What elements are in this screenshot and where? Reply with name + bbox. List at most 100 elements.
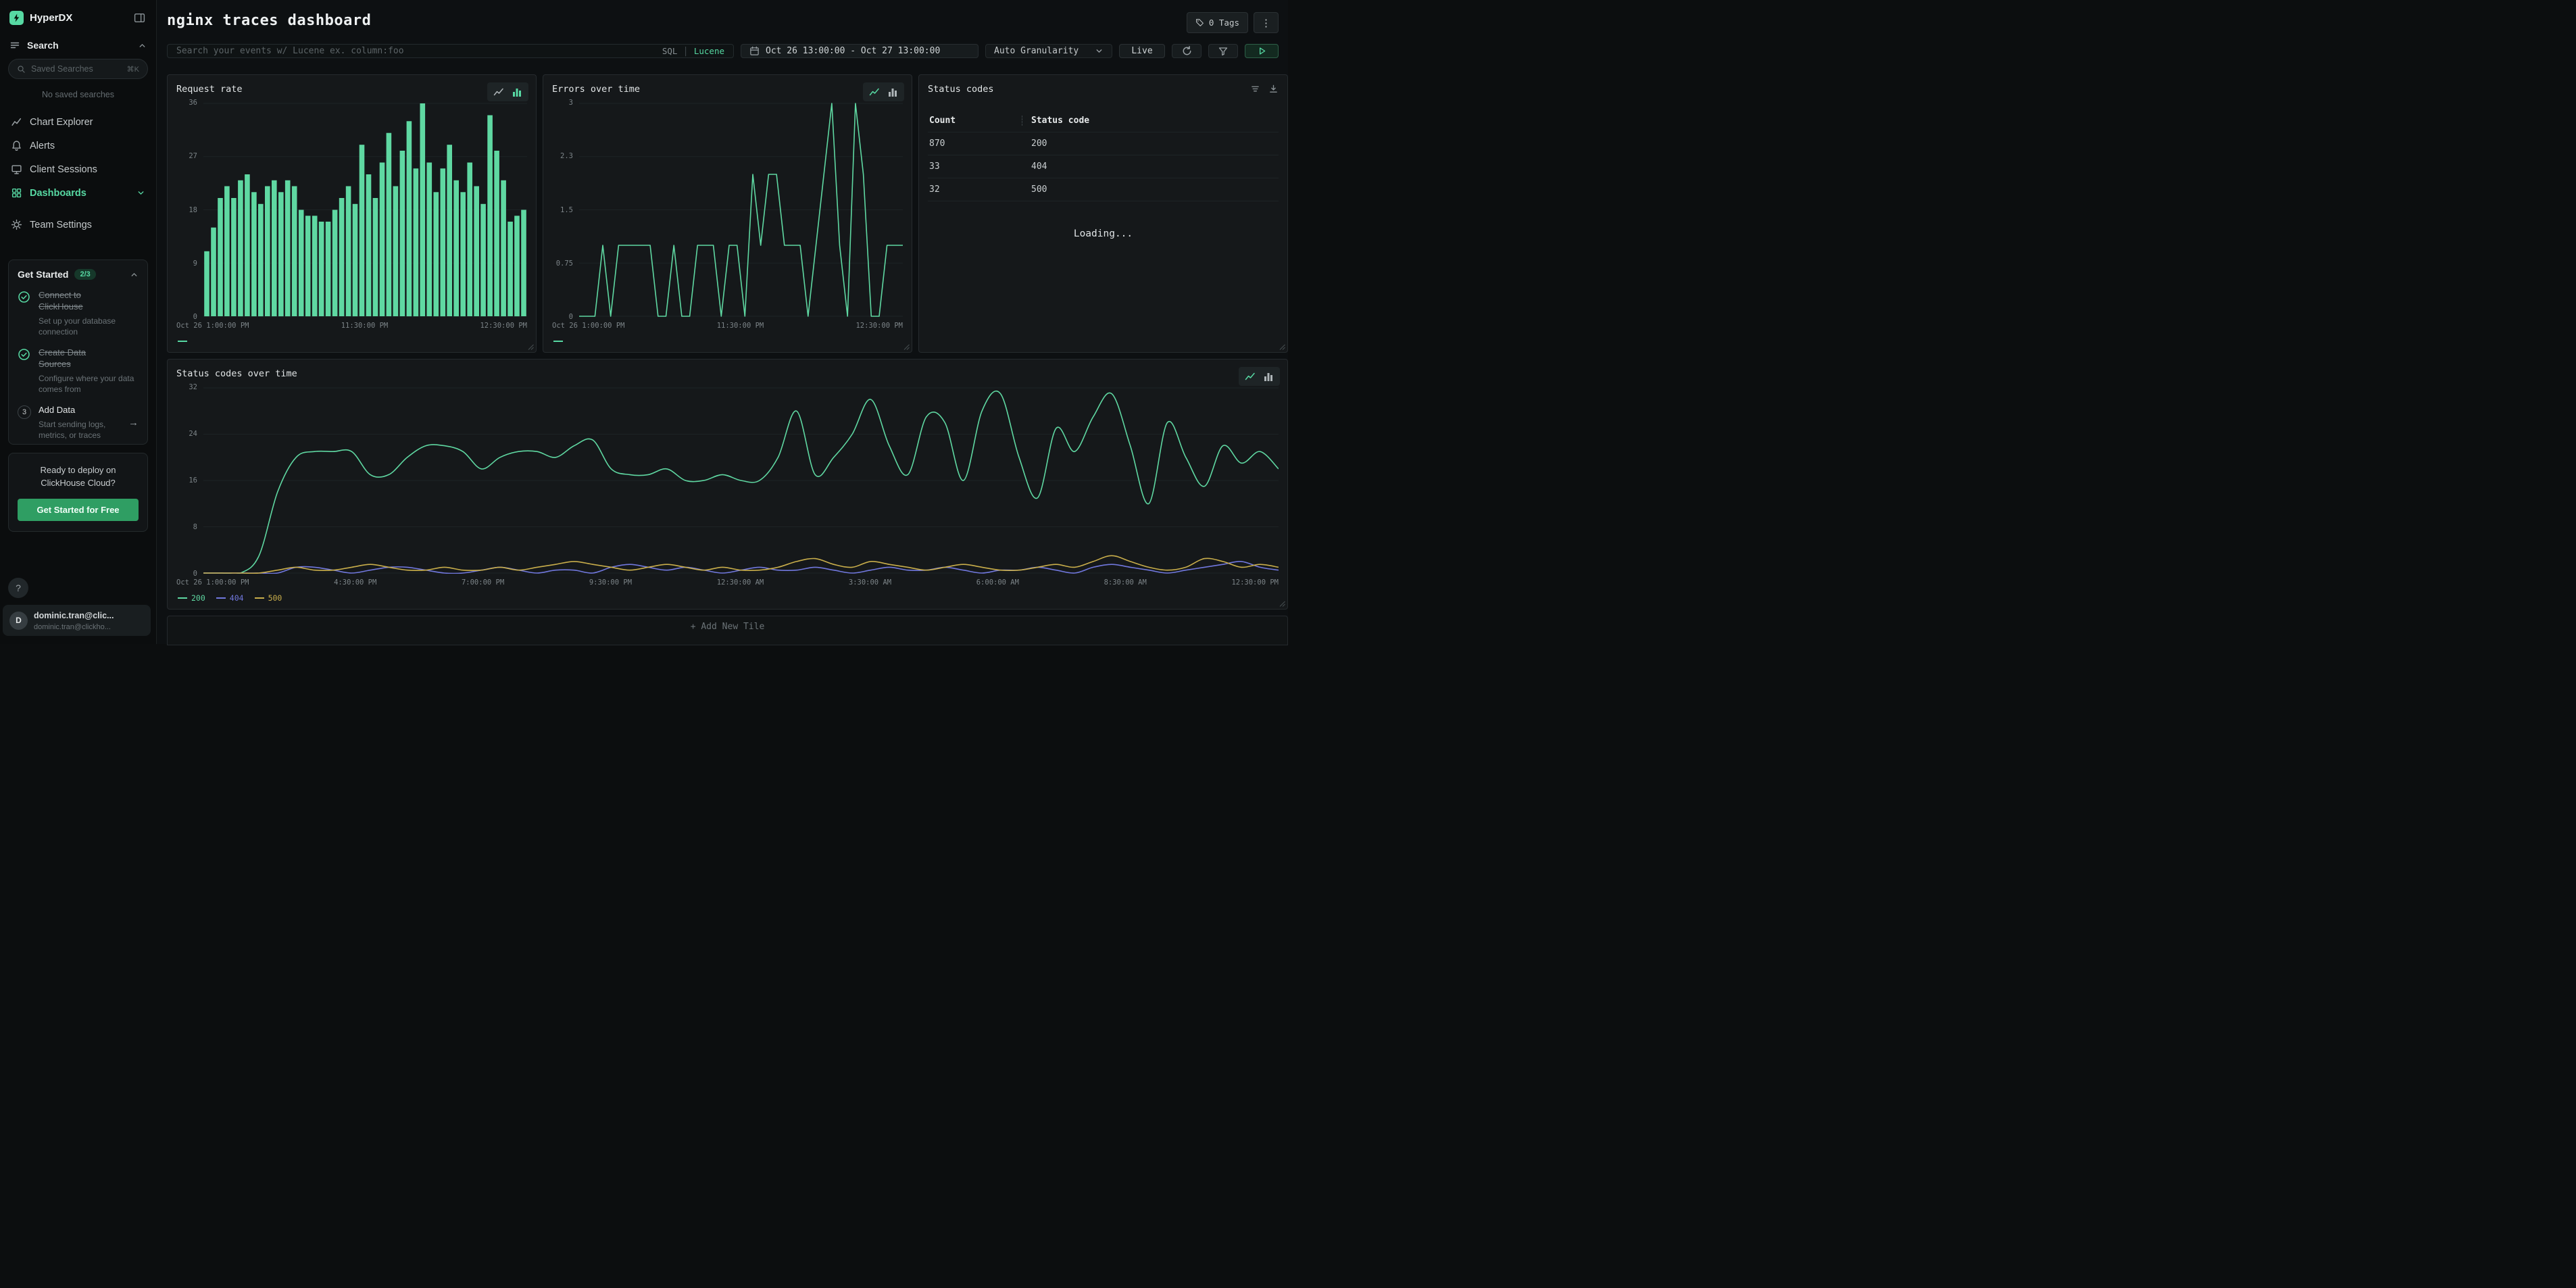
granularity-select[interactable]: Auto Granularity — [985, 44, 1112, 58]
x-axis-labels: Oct 26 1:00:00 PM11:30:00 PM12:30:00 PM — [552, 322, 903, 330]
sidebar-item-dashboards[interactable]: Dashboards — [0, 181, 156, 205]
chart-explorer-icon — [11, 116, 22, 128]
column-header-status-code[interactable]: Status code — [1022, 116, 1277, 126]
chevron-up-icon[interactable] — [130, 270, 139, 279]
table-row[interactable]: 33 404 — [928, 155, 1279, 178]
step-title: Connect to ClickHouse — [39, 290, 120, 313]
cell-count: 32 — [929, 184, 1031, 195]
sidebar-item-chart-explorer[interactable]: Chart Explorer — [0, 110, 156, 134]
y-axis-labels: 32241680 — [176, 383, 203, 578]
tile-errors-over-time: Errors over time 32.31.50.750 Oct 26 1:0… — [543, 74, 912, 353]
step-title: Create Data Sources — [39, 347, 120, 370]
check-circle-icon — [18, 348, 31, 361]
table-row[interactable]: 32 500 — [928, 178, 1279, 201]
column-header-count[interactable]: Count — [929, 116, 1031, 126]
legend-item-404[interactable]: 404 — [216, 593, 244, 603]
chevron-up-icon — [138, 41, 147, 50]
resize-grip[interactable] — [1279, 600, 1285, 607]
lucene-mode-toggle[interactable]: Lucene — [694, 46, 724, 56]
bar-chart-toggle-icon[interactable] — [512, 86, 522, 97]
live-button[interactable]: Live — [1119, 44, 1165, 58]
chart-type-toggle — [1239, 367, 1280, 386]
step-number-badge: 3 — [18, 405, 31, 419]
chevron-down-icon — [137, 189, 145, 197]
sidebar: HyperDX Search Saved Searches ⌘K No save… — [0, 0, 157, 644]
y-axis-labels: 32.31.50.750 — [552, 99, 579, 321]
user-email: dominic.tran@clickho... — [34, 623, 111, 631]
legend-dash — [553, 341, 563, 342]
get-started-step-sources[interactable]: Create Data Sources Configure where your… — [18, 347, 139, 395]
get-started-free-button[interactable]: Get Started for Free — [18, 499, 139, 521]
refresh-button[interactable] — [1172, 44, 1202, 58]
gear-icon — [11, 219, 22, 230]
filter-button[interactable] — [1208, 44, 1238, 58]
bar-chart-toggle-icon[interactable] — [1263, 371, 1274, 382]
user-menu[interactable]: D dominic.tran@clic... dominic.tran@clic… — [3, 605, 151, 636]
table-row[interactable]: 870 200 — [928, 132, 1279, 155]
step-description: Set up your database connection — [39, 316, 139, 337]
search-section-icon — [9, 40, 20, 51]
tile-title: Status codes — [928, 84, 1279, 95]
tile-title: Status codes over time — [176, 368, 1279, 379]
help-button[interactable]: ? — [8, 578, 28, 598]
refresh-icon — [1181, 45, 1193, 57]
get-started-title: Get Started — [18, 269, 68, 280]
filter-icon — [1218, 46, 1229, 57]
sidebar-item-team-settings[interactable]: Team Settings — [0, 213, 156, 237]
get-started-progress-badge: 2/3 — [74, 269, 95, 280]
dashboards-grid-icon — [11, 187, 22, 199]
tile-status-codes-over-time: Status codes over time 32241680 Oct 26 1… — [167, 359, 1288, 610]
avatar: D — [9, 612, 28, 630]
request-rate-bar-chart[interactable] — [203, 103, 527, 317]
column-filter-icon[interactable] — [1250, 84, 1260, 94]
get-started-card: Get Started 2/3 Connect to ClickHouse Se… — [8, 259, 148, 445]
step-description: Configure where your data comes from — [39, 373, 139, 395]
x-axis-labels: Oct 26 1:00:00 PM11:30:00 PM12:30:00 PM — [176, 322, 527, 330]
table-header-row[interactable]: Count Status code — [928, 109, 1279, 132]
deploy-text-line1: Ready to deploy on — [18, 464, 139, 477]
event-search-input[interactable]: Search your events w/ Lucene ex. column:… — [167, 44, 734, 58]
download-icon[interactable] — [1268, 84, 1279, 94]
run-query-button[interactable] — [1245, 44, 1279, 58]
cell-status-code: 404 — [1022, 162, 1277, 172]
saved-searches-input[interactable]: Saved Searches ⌘K — [8, 59, 148, 79]
status-codes-line-chart[interactable] — [203, 387, 1279, 574]
resize-grip[interactable] — [527, 343, 534, 350]
sidebar-item-client-sessions[interactable]: Client Sessions — [0, 157, 156, 181]
app-name: HyperDX — [30, 12, 126, 24]
status-codes-table: Count Status code 870 200 33 404 32 — [928, 109, 1279, 201]
sql-mode-toggle[interactable]: SQL — [662, 46, 678, 56]
chart-legend — [552, 336, 903, 346]
tags-button[interactable]: 0 Tags — [1187, 12, 1248, 33]
deploy-text-line2: ClickHouse Cloud? — [18, 476, 139, 490]
sidebar-item-label: Client Sessions — [30, 164, 97, 175]
sidebar-item-alerts[interactable]: Alerts — [0, 134, 156, 157]
line-chart-toggle-icon[interactable] — [493, 86, 504, 97]
app-root: HyperDX Search Saved Searches ⌘K No save… — [0, 0, 1288, 644]
deploy-card: Ready to deploy on ClickHouse Cloud? Get… — [8, 453, 148, 532]
resize-grip[interactable] — [1279, 343, 1285, 350]
search-icon — [17, 65, 26, 74]
check-circle-icon — [18, 291, 31, 303]
main-content: nginx traces dashboard 0 Tags ⋮ Search y… — [157, 0, 1288, 644]
date-range-picker[interactable]: Oct 26 13:00:00 - Oct 27 13:00:00 — [741, 44, 979, 58]
add-new-tile-button[interactable]: + Add New Tile — [167, 616, 1288, 645]
collapse-sidebar-button[interactable] — [132, 11, 147, 25]
search-section-header[interactable]: Search — [0, 33, 156, 57]
play-icon — [1257, 46, 1267, 56]
errors-line-chart[interactable] — [579, 103, 903, 317]
resize-grip[interactable] — [903, 343, 910, 350]
no-saved-searches-text: No saved searches — [0, 86, 156, 110]
legend-item-200[interactable]: 200 — [178, 593, 205, 603]
more-menu-button[interactable]: ⋮ — [1254, 12, 1279, 33]
line-chart-toggle-icon[interactable] — [1245, 371, 1256, 382]
get-started-step-connect[interactable]: Connect to ClickHouse Set up your databa… — [18, 290, 139, 337]
bar-chart-toggle-icon[interactable] — [887, 86, 898, 97]
page-title: nginx traces dashboard — [167, 12, 371, 29]
get-started-step-add-data[interactable]: 3 Add Data Start sending logs, metrics, … — [18, 405, 139, 441]
line-chart-toggle-icon[interactable] — [869, 86, 880, 97]
tile-title: Request rate — [176, 84, 527, 95]
sidebar-item-label: Chart Explorer — [30, 117, 93, 128]
legend-item-500[interactable]: 500 — [255, 593, 282, 603]
chart-type-toggle — [487, 82, 528, 101]
